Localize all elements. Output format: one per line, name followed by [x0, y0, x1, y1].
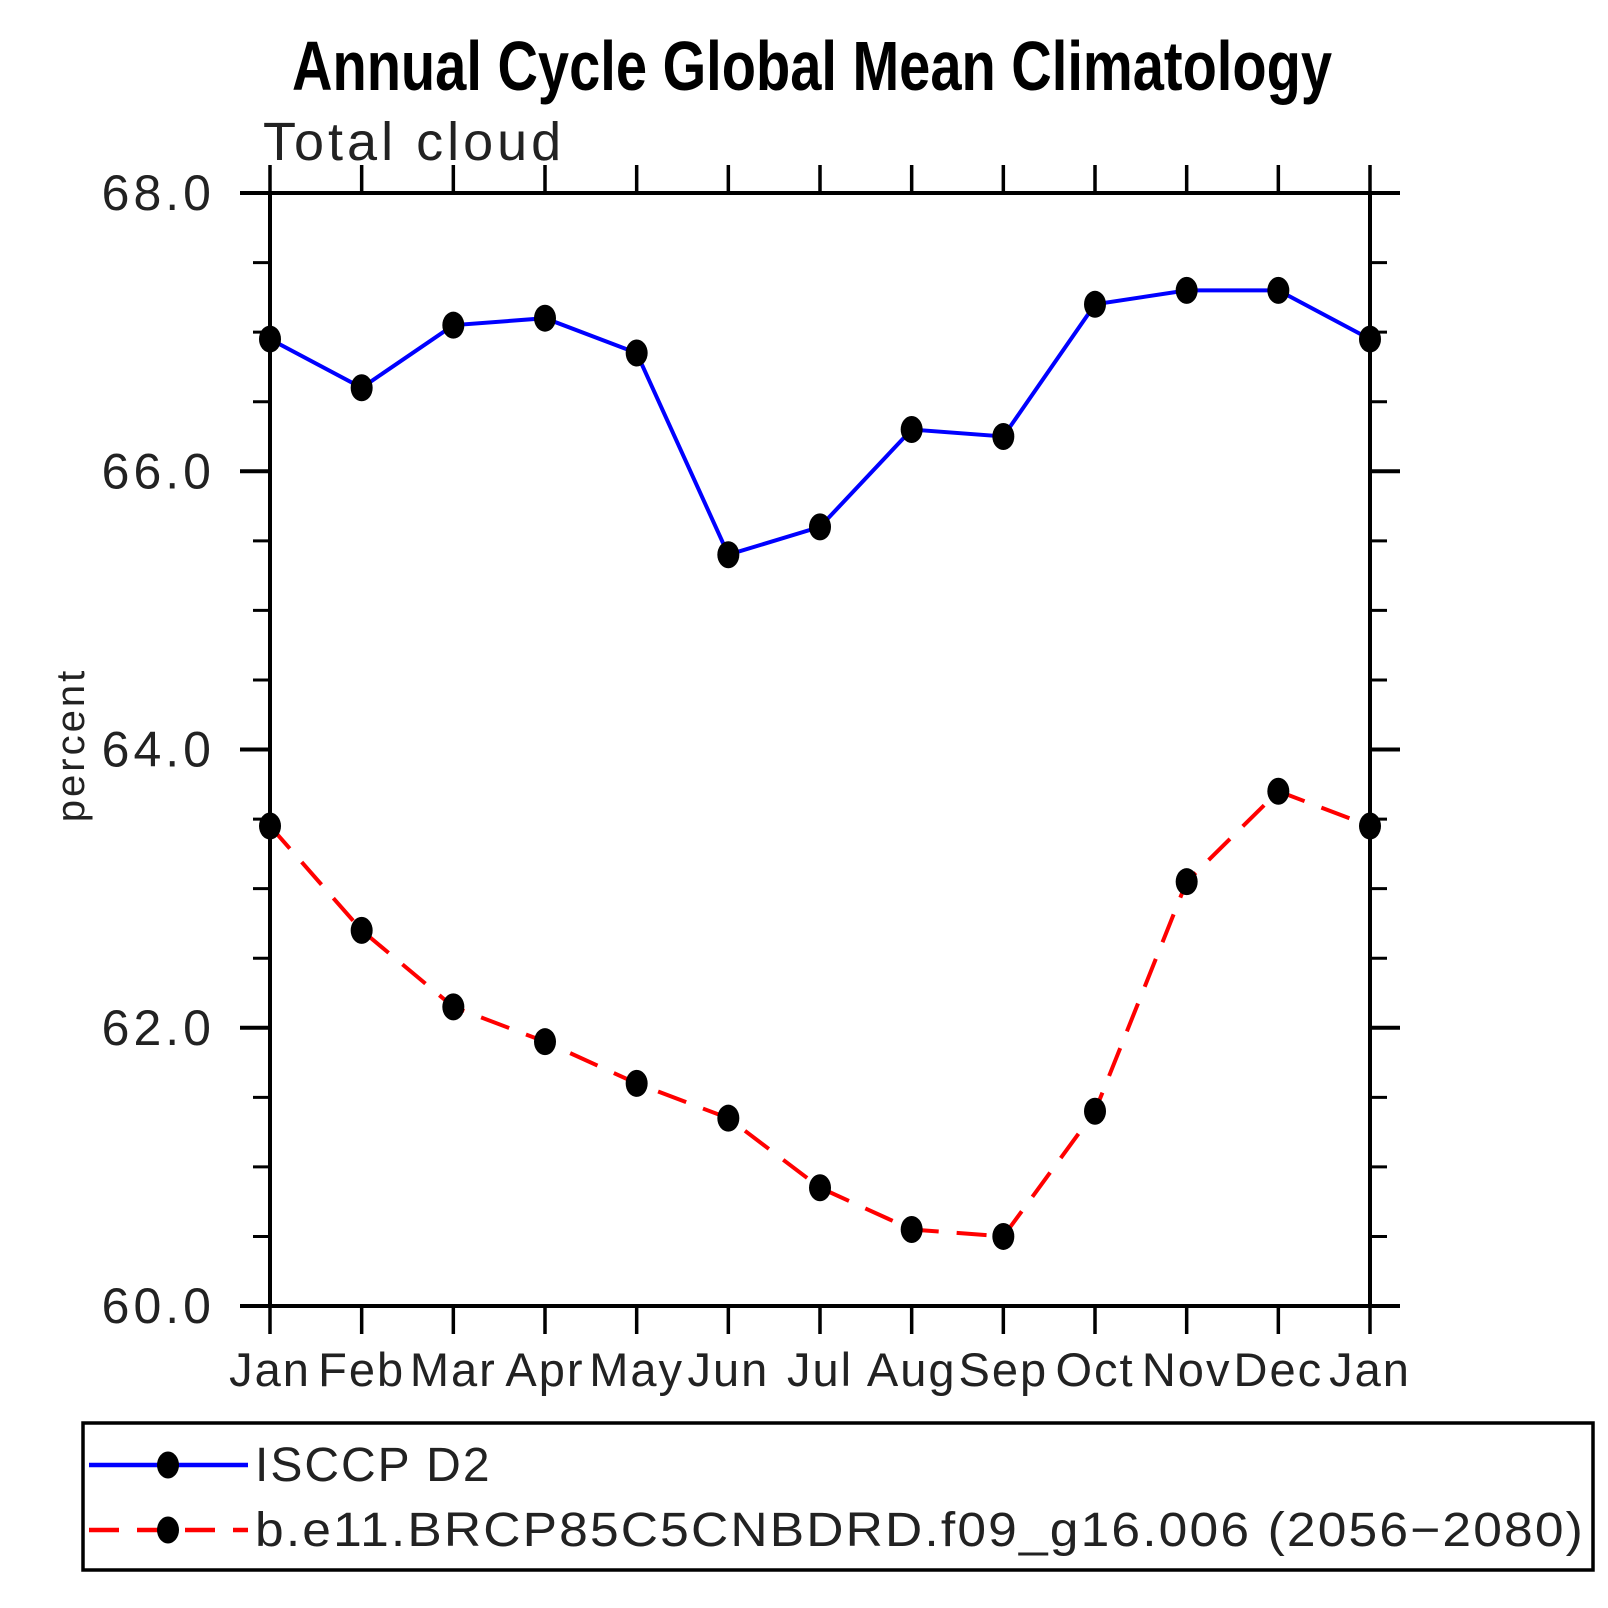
legend-marker-circle — [157, 1516, 179, 1544]
x-tick-label: Aug — [867, 1343, 957, 1396]
data-point-marker — [809, 1174, 831, 1202]
data-point-marker — [992, 1222, 1015, 1250]
data-point-marker — [625, 1069, 648, 1097]
data-point-marker — [534, 1028, 556, 1056]
legend-label-isccp: ISCCP D2 — [255, 1439, 492, 1492]
x-tick-label: Apr — [505, 1343, 584, 1396]
plot-series — [259, 276, 1381, 1250]
data-point-marker — [350, 916, 373, 944]
chart-subtitle: Total cloud — [263, 112, 565, 172]
x-tick-label: Sep — [959, 1343, 1049, 1396]
x-tick-label: Mar — [410, 1343, 497, 1396]
data-point-marker — [992, 422, 1015, 450]
x-tick-label: Jun — [687, 1343, 769, 1396]
legend-box — [81, 1421, 1595, 1572]
y-tick-label: 66.0 — [102, 443, 215, 499]
data-point-marker — [534, 304, 556, 332]
data-point-marker — [717, 1104, 740, 1132]
legend: ISCCP D2 b.e11.BRCP85C5CNBDRD.f09_g16.00… — [81, 1421, 1595, 1572]
data-point-marker — [259, 325, 281, 353]
data-point-marker — [625, 339, 648, 367]
data-point-marker — [900, 1215, 923, 1243]
data-point-marker — [1267, 777, 1290, 805]
data-point-marker — [1267, 276, 1290, 304]
legend-entry-model: b.e11.BRCP85C5CNBDRD.f09_g16.006 (2056−2… — [89, 1504, 1585, 1557]
data-point-marker — [717, 541, 740, 569]
x-tick-label: Dec — [1234, 1343, 1324, 1396]
series-line-1 — [268, 788, 1371, 1239]
y-tick-label: 62.0 — [102, 1000, 215, 1056]
data-point-marker — [1084, 290, 1106, 318]
x-tick-label: Jan — [1329, 1343, 1411, 1396]
data-point-marker — [1175, 868, 1198, 896]
x-tick-label: May — [589, 1343, 684, 1396]
data-point-marker — [1175, 276, 1198, 304]
data-point-marker — [809, 513, 831, 541]
legend-entry-isccp: ISCCP D2 — [89, 1439, 492, 1492]
legend-label-model: b.e11.BRCP85C5CNBDRD.f09_g16.006 (2056−2… — [255, 1504, 1585, 1557]
x-tick-label: Nov — [1142, 1343, 1232, 1396]
y-tick-label: 64.0 — [102, 722, 215, 778]
x-tick-label: Feb — [318, 1343, 405, 1396]
y-tick-label: 68.0 — [102, 165, 215, 221]
y-tick-label: 60.0 — [102, 1278, 215, 1334]
legend-marker-circle — [157, 1451, 179, 1479]
data-point-marker — [442, 993, 465, 1021]
x-tick-label: Jul — [787, 1343, 853, 1396]
data-point-marker — [259, 812, 281, 840]
y-axis-label: percent — [49, 668, 93, 822]
x-tick-label: Oct — [1055, 1343, 1134, 1396]
data-point-marker — [1359, 325, 1381, 353]
chart-title: Annual Cycle Global Mean Climatology — [292, 27, 1332, 105]
plot-frame — [268, 191, 1372, 1308]
data-point-marker — [900, 416, 923, 444]
data-point-marker — [442, 311, 465, 339]
data-point-marker — [350, 374, 373, 402]
x-tick-label: Jan — [229, 1343, 311, 1396]
data-point-marker — [1084, 1097, 1106, 1125]
data-point-marker — [1359, 812, 1381, 840]
